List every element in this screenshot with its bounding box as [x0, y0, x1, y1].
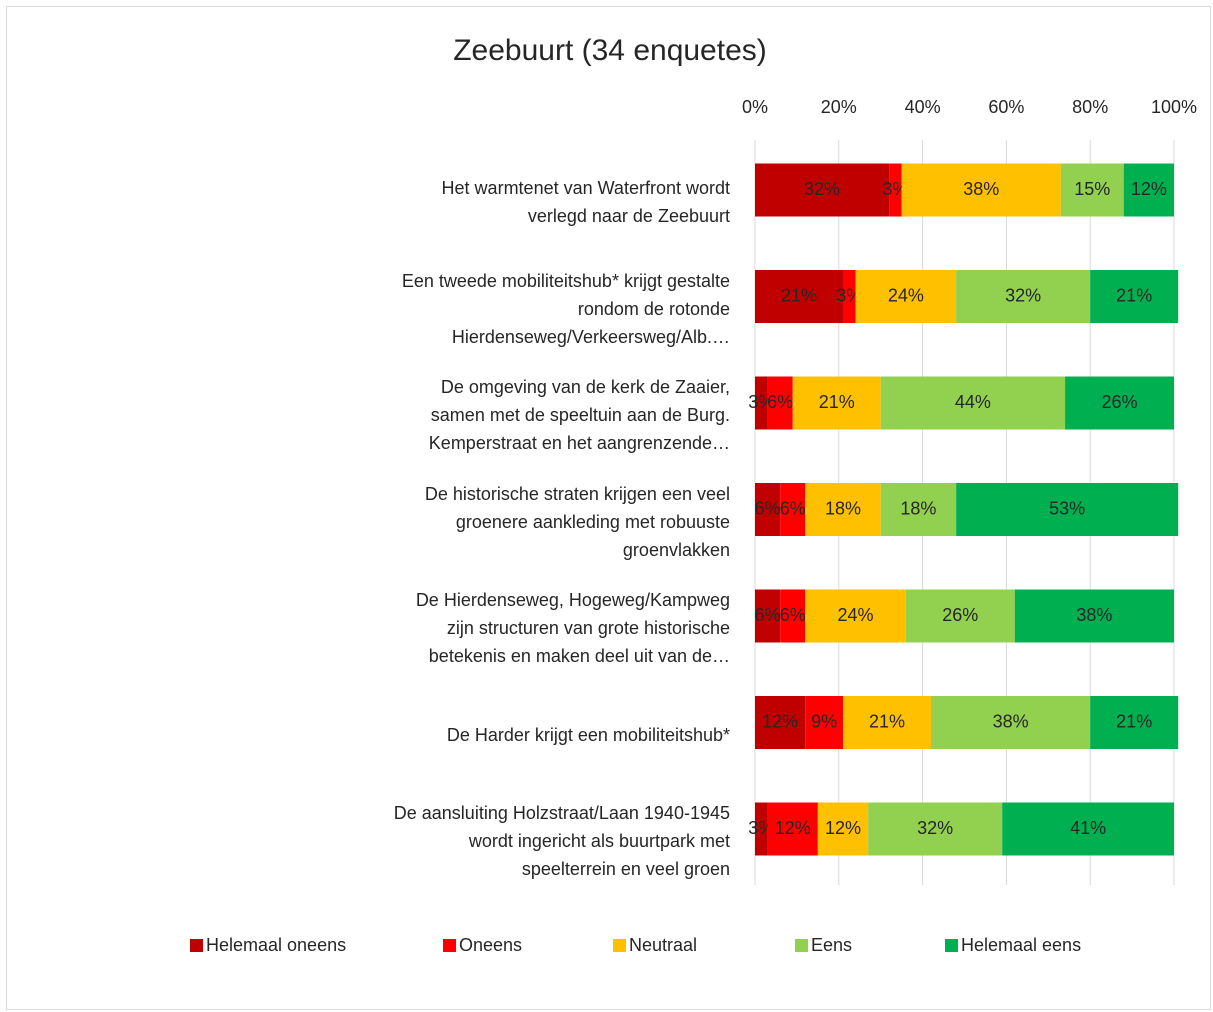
data-label: 21%	[1116, 711, 1152, 731]
chart-frame	[6, 6, 1211, 1010]
bar-segment	[842, 696, 931, 749]
bar-segment	[889, 163, 902, 217]
bar-segment	[1123, 163, 1174, 217]
bar-segment	[755, 483, 781, 536]
bar-segment	[805, 483, 881, 536]
bar-segment	[956, 483, 1179, 536]
x-tick-label: 40%	[905, 97, 941, 117]
legend-label: Helemaal eens	[961, 935, 1081, 955]
bar-segment	[1060, 163, 1124, 217]
bar-segment	[755, 270, 843, 323]
data-label: 21%	[1116, 285, 1152, 305]
bar-segment	[1014, 589, 1174, 643]
bar-segment	[842, 270, 856, 323]
data-label: 21%	[819, 392, 855, 412]
x-tick-label: 100%	[1151, 97, 1197, 117]
legend-swatch	[443, 939, 456, 952]
x-tick-label: 60%	[988, 97, 1024, 117]
data-label: 21%	[781, 285, 817, 305]
data-label: 38%	[1076, 605, 1112, 625]
bar-segment	[817, 802, 869, 856]
legend-swatch	[190, 939, 203, 952]
bar-segment	[780, 589, 806, 643]
bar-segment	[855, 270, 957, 323]
data-label: 21%	[869, 711, 905, 731]
x-tick-label: 80%	[1072, 97, 1108, 117]
legend-swatch	[795, 939, 808, 952]
data-label: 38%	[963, 179, 999, 199]
data-label: 12%	[1131, 179, 1167, 199]
data-label: 24%	[838, 605, 874, 625]
legend-label: Helemaal oneens	[206, 935, 346, 955]
data-label: 12%	[762, 711, 798, 731]
bar-segment	[901, 163, 1061, 217]
legend-label: Oneens	[459, 935, 522, 955]
data-label: 26%	[942, 605, 978, 625]
data-label: 6%	[780, 498, 806, 518]
data-label: 18%	[825, 498, 861, 518]
x-tick-label: 20%	[821, 97, 857, 117]
legend-label: Eens	[811, 935, 852, 955]
bar-segment	[1065, 376, 1174, 430]
bar-segment	[767, 802, 818, 856]
data-label: 9%	[811, 711, 837, 731]
bar-segment	[868, 802, 1003, 856]
chart-title: Zeebuurt (34 enquetes)	[453, 34, 767, 67]
category-label: De Hierdenseweg, Hogeweg/Kampweg zijn st…	[415, 590, 730, 666]
bar-segment	[1090, 696, 1179, 749]
legend-swatch	[945, 939, 958, 952]
category-label: De omgeving van de kerk de Zaaier, samen…	[428, 377, 730, 453]
data-label: 15%	[1074, 179, 1110, 199]
category-label: De aansluiting Holzstraat/Laan 1940-1945…	[393, 803, 730, 879]
data-label: 6%	[755, 605, 781, 625]
data-label: 32%	[1005, 285, 1041, 305]
data-label: 26%	[1102, 392, 1138, 412]
bar-segment	[755, 802, 768, 856]
data-label: 18%	[900, 498, 936, 518]
bar-segment	[1090, 270, 1179, 323]
data-label: 38%	[993, 711, 1029, 731]
data-label: 24%	[888, 285, 924, 305]
bar-segment	[767, 376, 793, 430]
data-label: 41%	[1070, 818, 1106, 838]
bar-segment	[805, 589, 906, 643]
bar-segment	[1002, 802, 1174, 856]
bar-segment	[956, 270, 1091, 323]
legend-swatch	[613, 939, 626, 952]
category-label: De historische straten krijgen een veel …	[424, 483, 730, 560]
data-label: 12%	[775, 818, 811, 838]
bar-segment	[755, 376, 768, 430]
bar-segment	[880, 376, 1066, 430]
bar-segment	[880, 483, 957, 536]
data-label: 6%	[755, 498, 781, 518]
data-label: 6%	[767, 392, 793, 412]
data-label: 32%	[804, 179, 840, 199]
data-label: 53%	[1049, 498, 1085, 518]
category-label: Het warmtenet van Waterfront wordt verle…	[441, 178, 730, 226]
bar-segment	[930, 696, 1091, 749]
bar-segment	[792, 376, 881, 430]
category-label: Een tweede mobiliteitshub* krijgt gestal…	[401, 270, 730, 347]
bar-segment	[755, 163, 890, 217]
bar-segment	[805, 696, 843, 749]
bar-segment	[755, 696, 806, 749]
category-label: De Harder krijgt een mobiliteitshub*	[446, 724, 730, 745]
data-label: 12%	[825, 818, 861, 838]
bar-segment	[780, 483, 806, 536]
data-label: 6%	[780, 605, 806, 625]
x-tick-label: 0%	[742, 97, 768, 117]
data-label: 32%	[917, 818, 953, 838]
bar-segment	[905, 589, 1015, 643]
bar-segment	[755, 589, 781, 643]
data-label: 44%	[955, 392, 991, 412]
legend-label: Neutraal	[629, 935, 697, 955]
